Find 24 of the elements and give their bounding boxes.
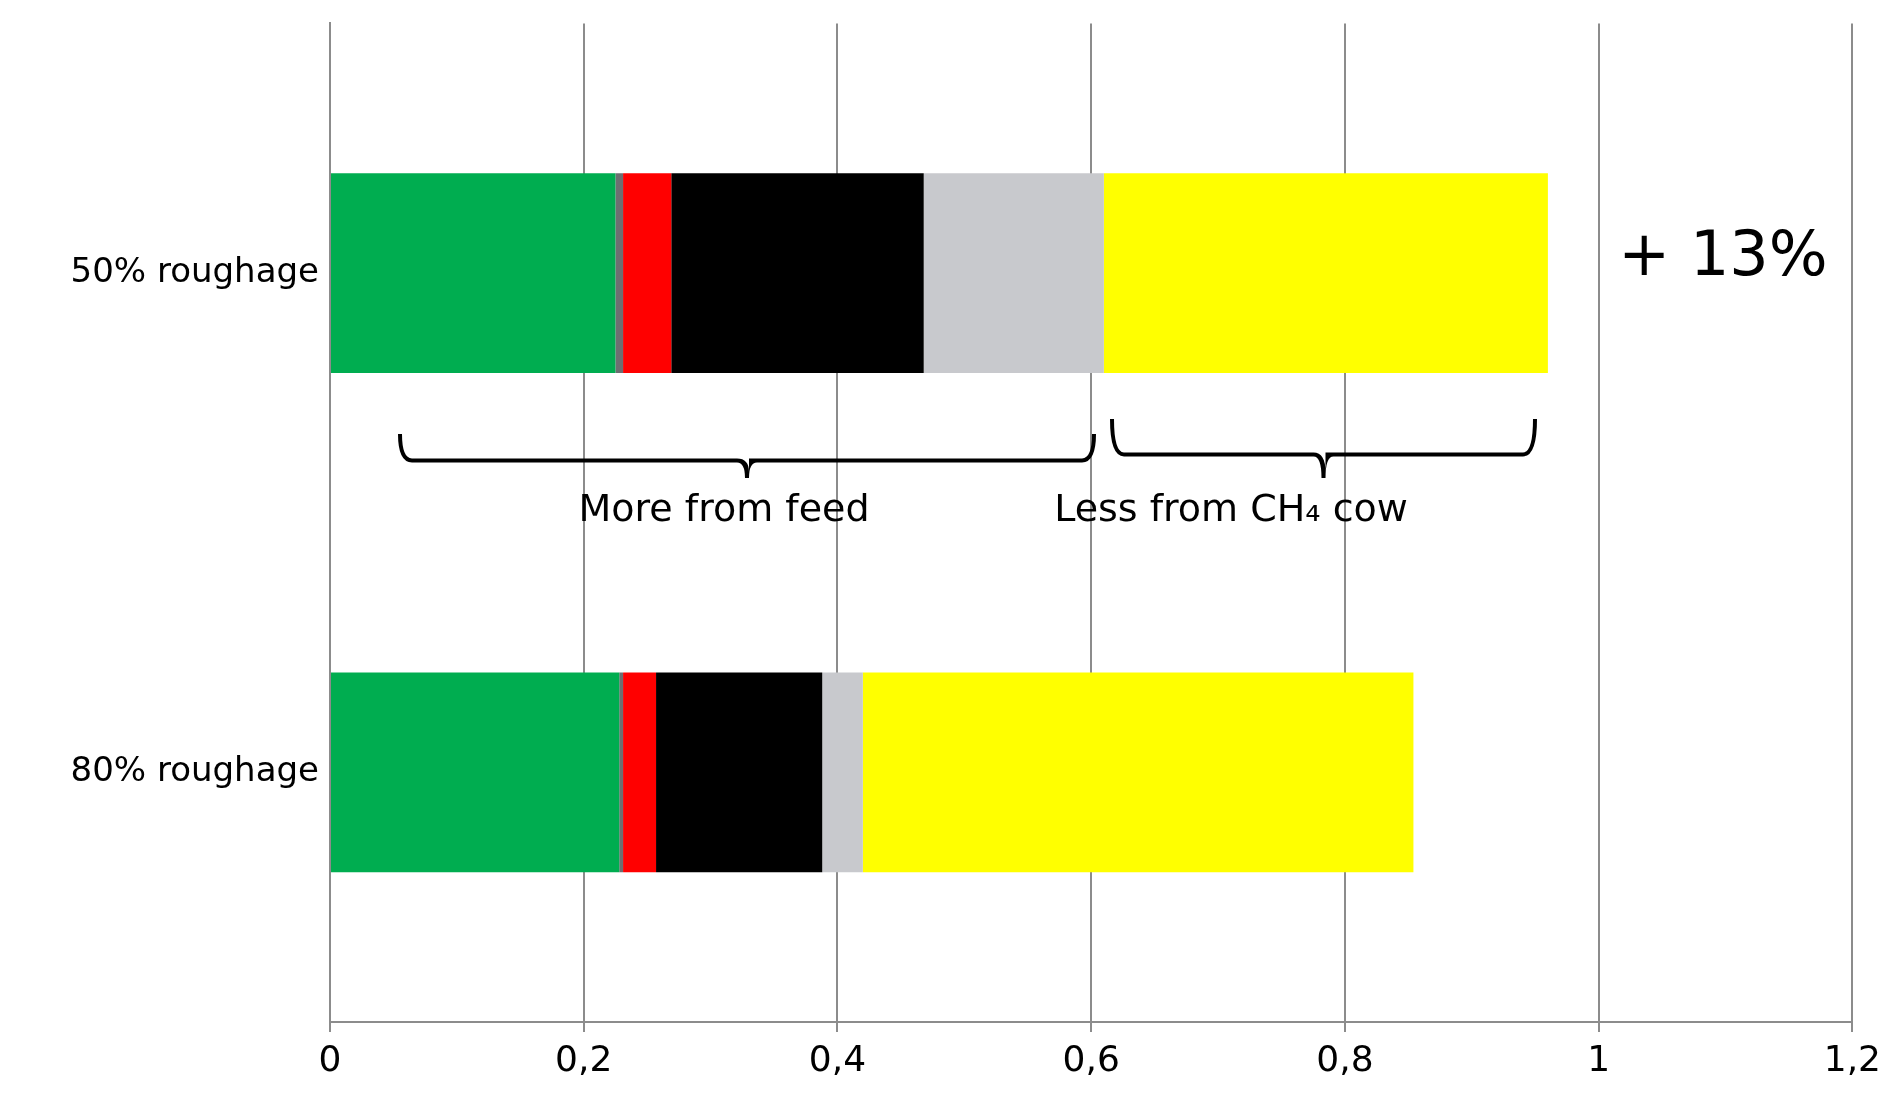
y-tick-label: 50% roughage	[70, 249, 319, 290]
bar	[615, 173, 624, 373]
bar	[331, 672, 620, 873]
x-tick-label: 0,4	[808, 1037, 867, 1079]
x-tick-label: 0,2	[555, 1037, 613, 1079]
x-tick-label: 1	[1587, 1037, 1611, 1079]
x-tick-label: 1,2	[1823, 1037, 1882, 1079]
annotation: + 13%	[1618, 216, 1828, 290]
bar	[623, 672, 657, 873]
x-tick-label: 0,8	[1316, 1037, 1374, 1079]
x-tick-label: 0,6	[1062, 1037, 1120, 1079]
bar	[619, 672, 624, 873]
annotation: More from feed	[578, 486, 870, 530]
bar	[1103, 173, 1548, 373]
y-tick-label: 80% roughage	[70, 749, 319, 790]
bar	[862, 672, 1414, 873]
bar	[923, 173, 1104, 373]
bar	[822, 672, 863, 873]
bar	[671, 173, 924, 373]
annotation: Less from CH₄ cow	[1054, 486, 1408, 530]
bar	[656, 672, 823, 873]
bar	[623, 173, 672, 373]
x-tick-label: 0	[318, 1037, 342, 1079]
bar	[331, 173, 616, 373]
